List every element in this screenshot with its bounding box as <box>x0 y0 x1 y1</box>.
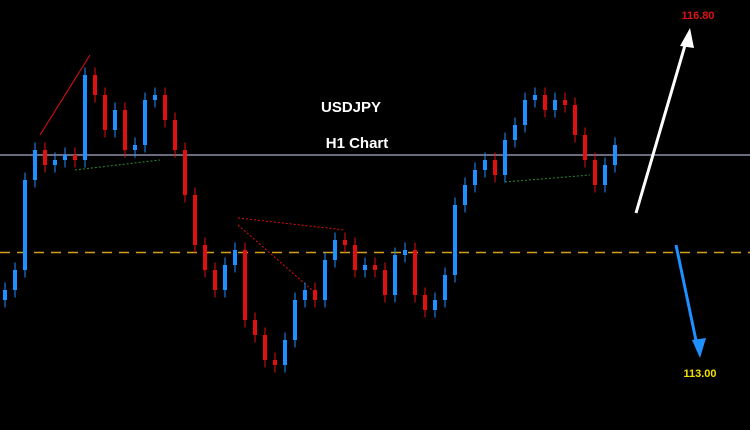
trendline <box>237 217 346 231</box>
chart-subtitle: H1 Chart <box>326 135 389 152</box>
candles <box>3 67 617 373</box>
candle-body <box>343 240 347 245</box>
candle-body <box>523 100 527 125</box>
candle-body <box>83 75 87 160</box>
candle-body <box>53 160 57 165</box>
candle-body <box>253 320 257 335</box>
candle-body <box>3 290 7 300</box>
trendline <box>237 224 313 291</box>
candle-body <box>453 205 457 275</box>
candle-body <box>473 170 477 185</box>
arrows <box>634 28 706 358</box>
candle-body <box>583 135 587 160</box>
candle-body <box>293 300 297 340</box>
candle-body <box>373 265 377 270</box>
candle-body <box>173 120 177 150</box>
candle-body <box>123 110 127 150</box>
candle-body <box>23 180 27 270</box>
candle-body <box>593 160 597 185</box>
candle-body <box>383 270 387 295</box>
candle-body <box>13 270 17 290</box>
candle-body <box>213 270 217 290</box>
candle-body <box>363 265 367 270</box>
candle-body <box>543 95 547 110</box>
candle-body <box>283 340 287 365</box>
candle-body <box>483 160 487 170</box>
candle-body <box>493 160 497 175</box>
chart-title: USDJPY <box>321 99 381 116</box>
candle-body <box>133 145 137 150</box>
candle-body <box>413 250 417 295</box>
candle-body <box>153 95 157 100</box>
candle-body <box>43 150 47 165</box>
up-arrow <box>634 34 690 214</box>
candle-body <box>183 150 187 195</box>
trendline <box>39 54 91 136</box>
candle-body <box>243 250 247 320</box>
candle-body <box>573 105 577 135</box>
candle-body <box>323 260 327 300</box>
candle-body <box>553 100 557 110</box>
candle-body <box>223 265 227 290</box>
candle-body <box>263 335 267 360</box>
target-label: 113.00 <box>683 368 716 380</box>
candle-body <box>393 255 397 295</box>
candle-body <box>193 195 197 245</box>
down-arrow-head <box>692 338 706 358</box>
trendlines <box>39 54 591 291</box>
candle-body <box>163 95 167 120</box>
candle-body <box>93 75 97 95</box>
candle-body <box>233 250 237 265</box>
candle-body <box>143 100 147 145</box>
candle-body <box>333 240 337 260</box>
candle-body <box>273 360 277 365</box>
candle-body <box>103 95 107 130</box>
candle-body <box>403 250 407 255</box>
candle-body <box>463 185 467 205</box>
candle-body <box>503 140 507 175</box>
candle-body <box>603 165 607 185</box>
candle-body <box>613 145 617 165</box>
up-arrow-head <box>680 28 694 48</box>
down-arrow <box>674 244 700 351</box>
candle-body <box>203 245 207 270</box>
candle-body <box>73 155 77 160</box>
candle-body <box>353 245 357 270</box>
candle-body <box>313 290 317 300</box>
candle-body <box>303 290 307 300</box>
candle-body <box>513 125 517 140</box>
candle-body <box>533 95 537 100</box>
candle-body <box>433 300 437 310</box>
target-label: 116.80 <box>681 10 714 22</box>
candle-body <box>563 100 567 105</box>
candle-body <box>423 295 427 310</box>
candle-body <box>63 155 67 160</box>
candle-body <box>113 110 117 130</box>
candle-body <box>443 275 447 300</box>
candle-body <box>33 150 37 180</box>
